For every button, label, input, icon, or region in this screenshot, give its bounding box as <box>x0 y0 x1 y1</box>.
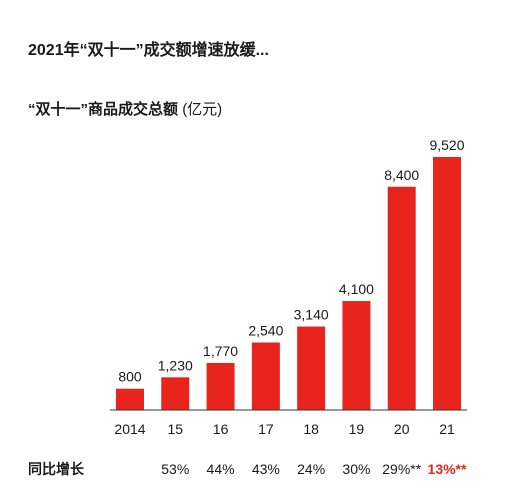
bar-15 <box>161 377 190 410</box>
bar-20 <box>387 186 416 410</box>
bar-value-label: 4,100 <box>339 281 374 297</box>
chart-title: 2021年“双十一”成交额增速放缓... <box>28 42 269 59</box>
growth-value: 43% <box>252 461 280 477</box>
bar-value-label: 800 <box>118 369 142 385</box>
growth-row-label: 同比增长 <box>28 461 85 477</box>
x-tick-label: 20 <box>394 421 410 437</box>
x-tick-label: 2014 <box>114 421 145 437</box>
bar-value-label: 1,230 <box>158 357 193 373</box>
chart-subtitle: “双十一”商品成交总额 (亿元) <box>28 98 222 119</box>
bar-value-label: 9,520 <box>429 137 464 153</box>
bar-18 <box>297 326 326 410</box>
bar-2014 <box>116 388 144 410</box>
bar-value-label: 8,400 <box>384 167 419 183</box>
growth-value: 30% <box>342 461 370 477</box>
growth-value: 24% <box>297 461 325 477</box>
growth-value: 44% <box>207 461 235 477</box>
bar-19 <box>342 301 371 410</box>
x-tick-labels: 2014 15 16 17 18 19 20 21 <box>114 421 455 437</box>
bar-value-label: 2,540 <box>248 322 283 338</box>
growth-value: 29%** <box>382 461 421 477</box>
x-tick-label: 19 <box>349 421 365 437</box>
x-tick-label: 15 <box>167 421 183 437</box>
growth-value: 53% <box>161 461 189 477</box>
x-tick-label: 21 <box>439 421 455 437</box>
bar-value-label: 1,770 <box>203 343 238 359</box>
growth-value: 13%** <box>428 461 467 477</box>
bar-value-label: 3,140 <box>294 307 329 323</box>
bar-17 <box>251 342 280 410</box>
bar-value-labels: 800 1,230 1,770 2,540 3,140 4,100 8,400 9,520 <box>118 137 464 385</box>
bars-group <box>116 157 461 410</box>
subtitle-unit: (亿元) <box>182 101 223 118</box>
x-tick-label: 17 <box>258 421 274 437</box>
x-tick-label: 16 <box>213 421 229 437</box>
growth-values: 53% 44% 43% 24% 30% 29%** 13%** <box>161 461 467 477</box>
subtitle-main: “双十一”商品成交总额 <box>28 101 179 118</box>
x-tick-label: 18 <box>303 421 319 437</box>
bar-21 <box>433 157 461 410</box>
bar-16 <box>206 362 235 410</box>
